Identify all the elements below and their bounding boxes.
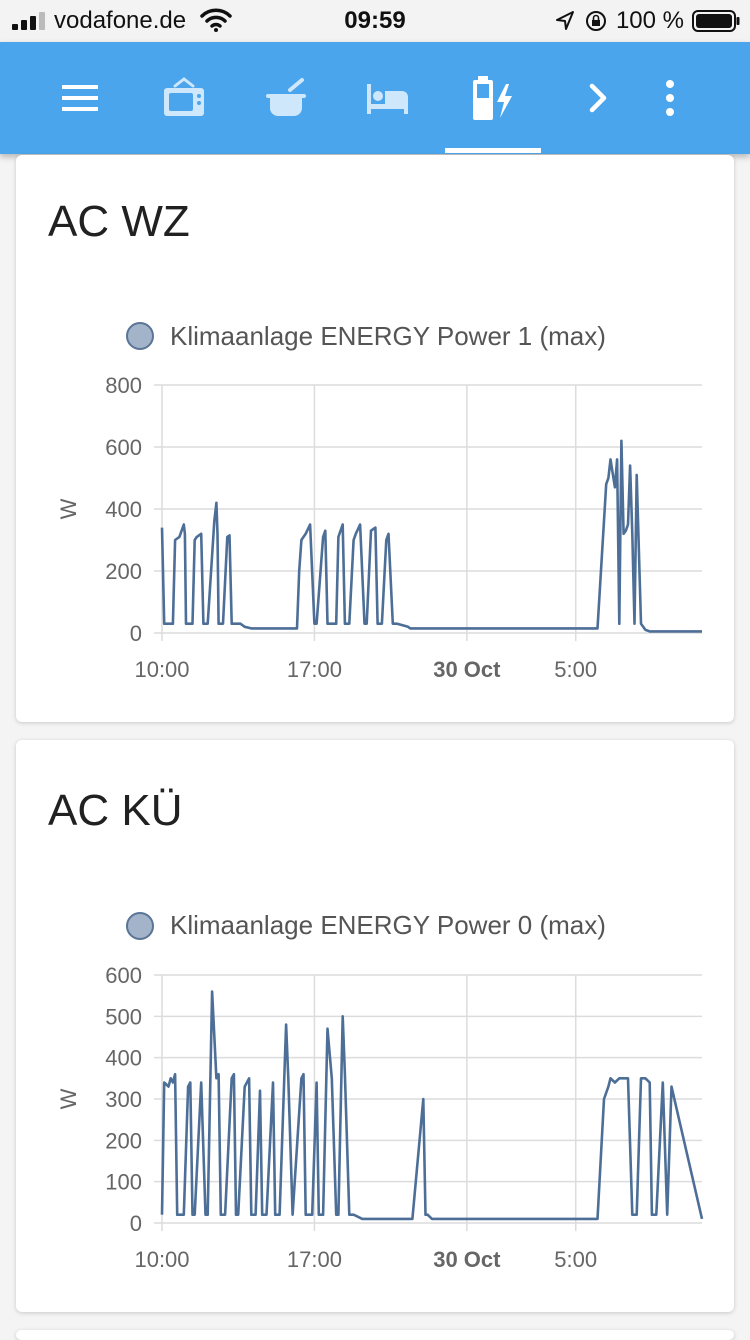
legend-label[interactable]: Klimaanlage ENERGY Power 0 (max): [170, 910, 606, 940]
menu-icon[interactable]: [56, 74, 104, 122]
y-tick-label: 600: [105, 963, 142, 988]
x-tick-label: 17:00: [287, 1247, 342, 1272]
status-bar: vodafone.de 09:59 100 %: [0, 0, 750, 42]
chevron-right-icon[interactable]: [574, 74, 622, 122]
y-tick-label: 600: [105, 435, 142, 460]
next-card-edge: [16, 1330, 734, 1340]
legend-marker[interactable]: [126, 912, 154, 940]
y-tick-label: 200: [105, 559, 142, 584]
x-tick-label: 5:00: [554, 1247, 597, 1272]
y-tick-label: 0: [130, 621, 142, 646]
signal-strength-icon: [12, 12, 45, 30]
rotation-lock-icon: [586, 11, 606, 31]
more-vert-icon[interactable]: [646, 74, 694, 122]
carrier-name: vodafone.de: [54, 7, 187, 34]
battery-icon: [692, 10, 740, 32]
y-tick-label: 800: [105, 373, 142, 398]
series-line: [160, 990, 704, 1221]
y-tick-label: 500: [105, 1004, 142, 1029]
wifi-icon: [200, 8, 232, 32]
app-toolbar: [0, 42, 750, 154]
y-tick-label: 400: [105, 497, 142, 522]
y-axis-label: W: [56, 498, 81, 519]
x-tick-label: 30 Oct: [433, 1247, 501, 1272]
active-tab-indicator: [445, 148, 541, 153]
y-axis-label: W: [56, 1088, 81, 1109]
y-tick-label: 0: [130, 1211, 142, 1236]
y-tick-label: 100: [105, 1170, 142, 1195]
x-tick-label: 17:00: [287, 657, 342, 682]
tv-icon[interactable]: [160, 74, 208, 122]
x-tick-label: 10:00: [134, 657, 189, 682]
legend-label[interactable]: Klimaanlage ENERGY Power 1 (max): [170, 321, 606, 351]
card-title: AC WZ: [48, 197, 190, 246]
bed-icon[interactable]: [364, 74, 412, 122]
history-card: AC KÜ Klimaanlage ENERGY Power 0 (max) 6…: [16, 740, 734, 1312]
y-tick-label: 400: [105, 1046, 142, 1071]
location-arrow-icon: [556, 11, 574, 30]
x-tick-label: 5:00: [554, 657, 597, 682]
line-chart: 800 600 400 200 0 10:00 17:00 30 Oct 5:00 W: [56, 373, 702, 682]
clock: 09:59: [344, 7, 406, 34]
battery-charging-icon[interactable]: [468, 74, 516, 122]
card-title: AC KÜ: [48, 786, 183, 835]
x-tick-label: 30 Oct: [433, 657, 501, 682]
battery-percentage: 100 %: [615, 7, 684, 34]
series-line: [160, 439, 702, 633]
history-card: AC WZ Klimaanlage ENERGY Power 1 (max) 8…: [16, 155, 734, 722]
line-chart: 600 500 400 300 200 100 0 10:00 17:00 30 Oct 5:00 W: [56, 963, 704, 1272]
y-tick-label: 200: [105, 1128, 142, 1153]
y-tick-label: 300: [105, 1087, 142, 1112]
legend-marker[interactable]: [126, 322, 154, 350]
pot-icon[interactable]: [262, 74, 310, 122]
x-tick-label: 10:00: [134, 1247, 189, 1272]
